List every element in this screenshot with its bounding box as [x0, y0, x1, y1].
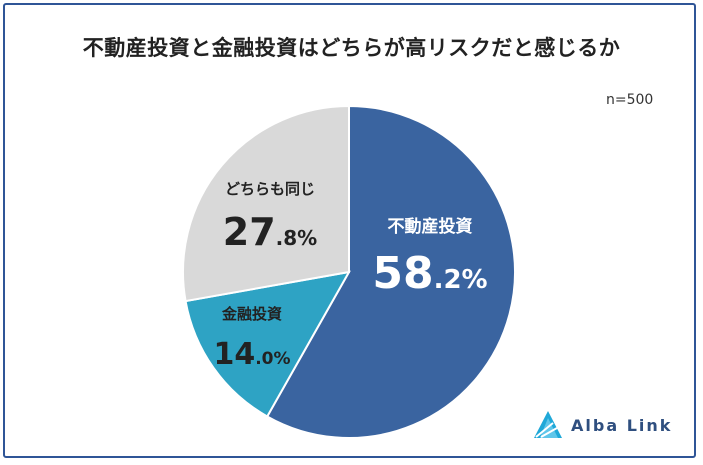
pie-slice-financial [184, 270, 351, 418]
slice-value-financial: 14.0% [213, 337, 290, 372]
slice-value-both-same: 27.8% [223, 210, 317, 254]
chart-title: 不動産投資と金融投資はどちらが高リスクだと感じるか [82, 36, 621, 60]
slice-value-real-estate: 58.2% [372, 248, 487, 299]
slice-label-financial: 金融投資 [221, 305, 282, 323]
slice-label-both-same: どちらも同じ [225, 180, 315, 198]
alba-link-logo-icon [534, 411, 562, 438]
slice-label-real-estate: 不動産投資 [388, 216, 473, 237]
pie-slice-both-same [182, 104, 350, 303]
sample-size-label: n=500 [606, 92, 654, 108]
pie-slice-real-estate [265, 104, 516, 439]
alba-link-logo: Alba Link [533, 410, 672, 440]
alba-link-logo-text: Alba Link [571, 415, 673, 435]
